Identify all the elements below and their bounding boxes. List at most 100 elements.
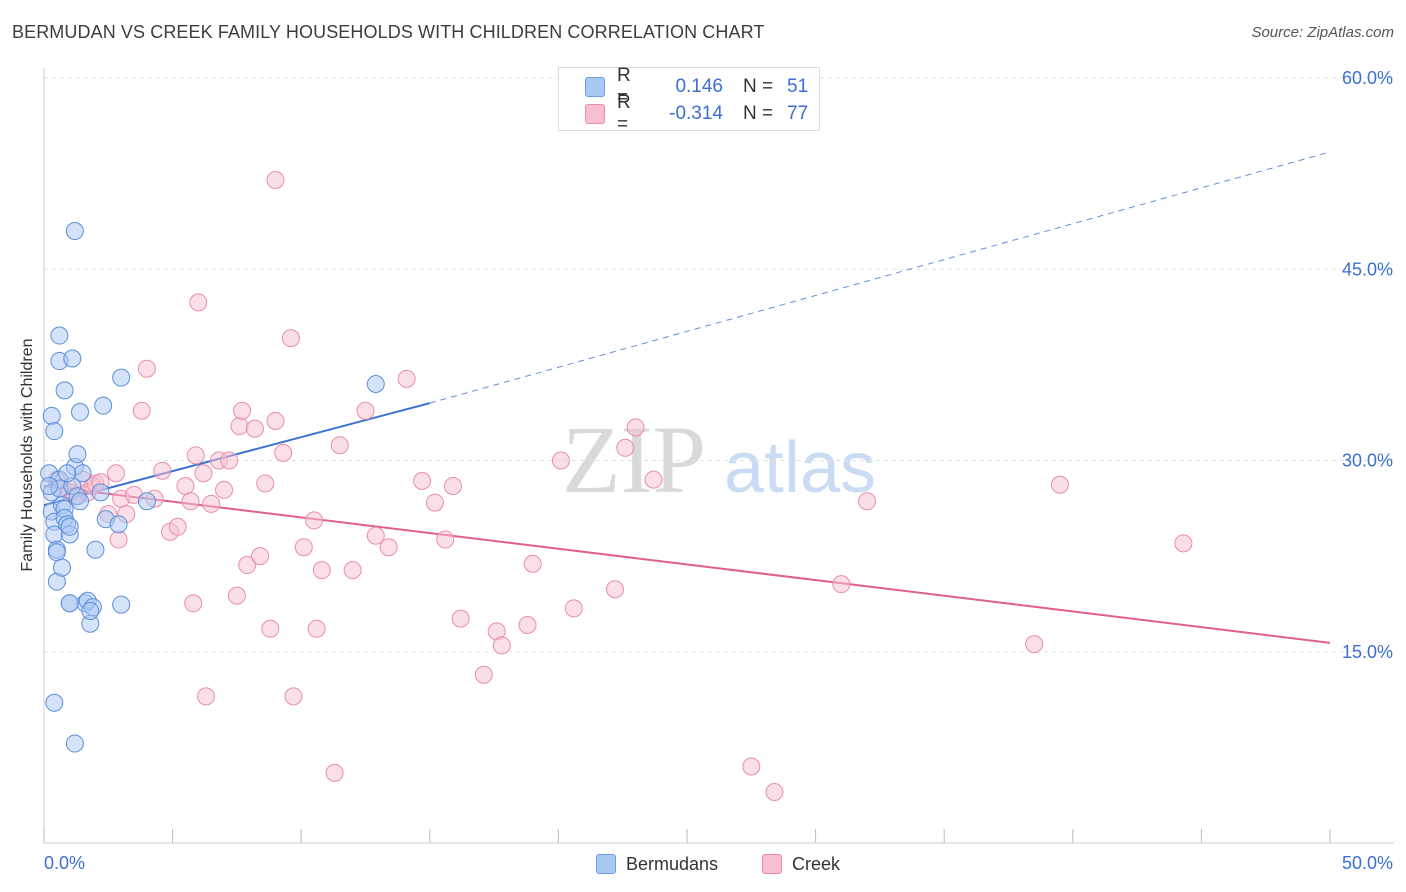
trend-lines xyxy=(43,151,1331,644)
creek-point xyxy=(184,594,203,613)
bermudans-point xyxy=(112,368,131,387)
creek-point xyxy=(451,609,470,628)
creek-point xyxy=(616,438,635,457)
creek-point xyxy=(523,554,542,573)
bermudans-point xyxy=(60,594,79,613)
correlation-legend: R = 0.146 N = 51 R = -0.314 N = 77 xyxy=(558,65,820,135)
creek-point xyxy=(215,480,234,499)
creek-point xyxy=(132,401,151,420)
bermudans-point xyxy=(137,492,156,511)
creek-point xyxy=(305,511,324,530)
bermudans-point xyxy=(112,595,131,614)
y-tick-label: 60.0% xyxy=(1342,68,1393,88)
bermudans-point xyxy=(40,477,59,495)
creek-point xyxy=(153,461,172,480)
creek-point xyxy=(379,538,398,557)
watermark-atlas: atlas xyxy=(724,428,876,508)
tick-labels: 15.0% 30.0% 45.0% 60.0% 0.0% 50.0% xyxy=(44,68,1393,873)
creek-point xyxy=(233,401,252,420)
creek-point xyxy=(765,783,784,801)
r-label: R = xyxy=(617,65,631,108)
data-points xyxy=(40,171,1193,801)
creek-r-value: -0.314 xyxy=(669,103,723,124)
creek-point xyxy=(266,171,285,189)
creek-n-value: 77 xyxy=(787,103,809,124)
creek-point xyxy=(137,359,156,378)
creek-point xyxy=(256,474,275,493)
y-axis-label: Family Households with Children xyxy=(19,338,36,572)
creek-point xyxy=(220,451,239,470)
creek-point xyxy=(202,494,221,513)
creek-point xyxy=(330,436,349,455)
n-label: N = xyxy=(743,76,774,97)
creek-point xyxy=(307,619,326,638)
creek-point xyxy=(425,493,444,512)
n-label: N = xyxy=(743,103,774,124)
creek-legend-swatch xyxy=(762,854,782,874)
bermudans-point xyxy=(109,515,128,534)
bermudans-point xyxy=(81,601,100,620)
creek-point xyxy=(109,530,128,549)
bermudans-point xyxy=(45,693,64,712)
bermudans-trend-extension xyxy=(429,151,1331,404)
creek-point xyxy=(251,547,270,566)
bermudans-point xyxy=(65,734,84,753)
creek-point xyxy=(742,757,761,776)
bermudans-point xyxy=(55,381,74,400)
bermudans-point xyxy=(73,464,92,483)
bermudans-point xyxy=(63,349,82,368)
creek-point xyxy=(858,492,877,511)
creek-point xyxy=(443,477,462,495)
y-tick-label: 15.0% xyxy=(1342,642,1393,662)
creek-legend-label: Creek xyxy=(792,853,841,874)
bermudans-point xyxy=(94,396,113,415)
bermudans-point xyxy=(60,517,79,536)
y-tick-label: 30.0% xyxy=(1342,451,1393,471)
creek-point xyxy=(261,619,280,638)
creek-point xyxy=(325,763,344,782)
bermudans-swatch xyxy=(585,77,605,97)
creek-point xyxy=(294,538,313,557)
legend-row-creek: R = -0.314 N = 77 xyxy=(585,92,809,135)
bermudans-point xyxy=(45,422,64,441)
bottom-legend-creek: Creek xyxy=(762,852,840,876)
creek-point xyxy=(107,464,126,483)
creek-point xyxy=(436,530,455,549)
creek-point xyxy=(266,411,285,430)
creek-point xyxy=(245,419,264,438)
bermudans-point xyxy=(65,222,84,240)
creek-point xyxy=(281,329,300,348)
chart-title: BERMUDAN VS CREEK FAMILY HOUSEHOLDS WITH… xyxy=(12,22,765,42)
bermudans-point xyxy=(42,406,61,425)
creek-point xyxy=(181,492,200,511)
bermudans-point xyxy=(53,558,72,577)
creek-point xyxy=(197,687,216,706)
r-label: R = xyxy=(617,92,631,135)
creek-swatch xyxy=(585,104,605,124)
creek-point xyxy=(551,451,570,470)
creek-point xyxy=(1025,635,1044,654)
y-tick-label: 45.0% xyxy=(1342,259,1393,279)
creek-point xyxy=(176,477,195,495)
creek-point xyxy=(474,665,493,684)
creek-point xyxy=(356,401,375,420)
creek-point xyxy=(366,526,385,545)
bermudans-point xyxy=(71,492,90,511)
bermudans-point xyxy=(47,543,66,562)
bermudans-point xyxy=(91,483,110,502)
bermudans-point xyxy=(68,445,87,464)
x-tick-label: 0.0% xyxy=(44,853,85,873)
legend-row-bermudans: R = 0.146 N = 51 xyxy=(585,65,808,108)
bermudans-point xyxy=(71,403,90,422)
bermudans-r-value: 0.146 xyxy=(675,76,723,97)
creek-point xyxy=(413,471,432,490)
bermudans-legend-swatch xyxy=(596,854,616,874)
bermudans-point xyxy=(50,326,69,345)
creek-point xyxy=(194,464,213,483)
creek-point xyxy=(227,586,246,605)
creek-point xyxy=(564,599,583,618)
creek-point xyxy=(230,417,249,436)
x-tick-label: 50.0% xyxy=(1342,853,1393,873)
creek-point xyxy=(168,517,187,536)
